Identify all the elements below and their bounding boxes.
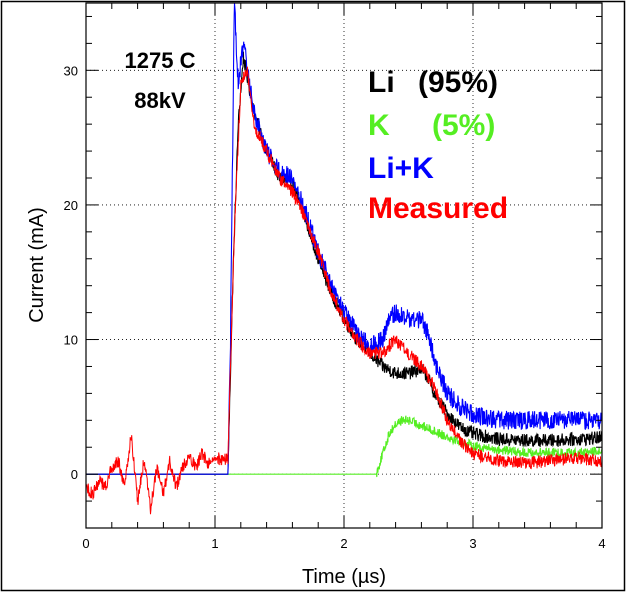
y-tick-label: 20 xyxy=(64,198,78,213)
x-axis-label: Time (µs) xyxy=(302,566,386,588)
series-line-li xyxy=(86,51,603,475)
series-line-measured xyxy=(85,66,603,515)
legend-li-name: Li xyxy=(368,66,395,99)
legend-li-pct: (95%) xyxy=(418,66,498,99)
y-tick-label: 10 xyxy=(64,333,78,348)
x-tick-label: 4 xyxy=(598,536,605,551)
ticks: 0 1 2 3 4 0 10 20 30 xyxy=(64,3,606,551)
x-tick-label: 3 xyxy=(469,536,476,551)
legend-lik-name: Li+K xyxy=(368,152,434,185)
x-tick-label: 2 xyxy=(340,536,347,551)
y-tick-label: 0 xyxy=(71,467,78,482)
annotation-voltage: 88kV xyxy=(134,88,186,113)
y-tick-label: 30 xyxy=(64,63,78,78)
legend-measured-name: Measured xyxy=(368,192,508,225)
y-axis-label: Current (mA) xyxy=(26,207,48,323)
legend-k-name: K xyxy=(368,109,390,142)
annotation-temperature: 1275 C xyxy=(125,48,196,73)
series-layer xyxy=(85,3,603,515)
legend: Li (95%) K (5%) Li+K Measured xyxy=(368,66,508,225)
legend-k-pct: (5%) xyxy=(432,109,495,142)
x-tick-label: 0 xyxy=(82,536,89,551)
x-tick-label: 1 xyxy=(211,536,218,551)
